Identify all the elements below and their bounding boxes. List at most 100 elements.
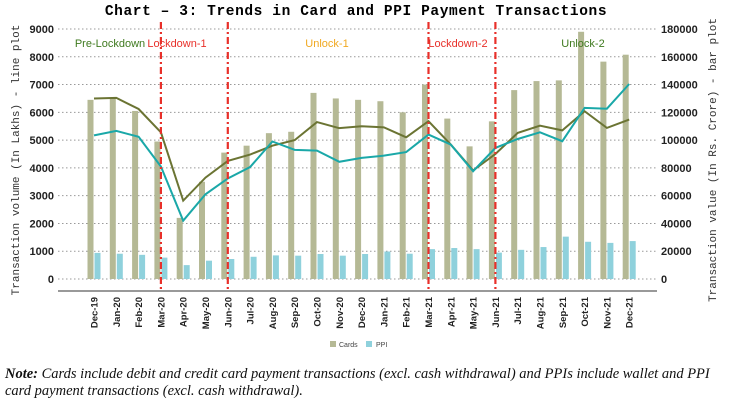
legend-swatch-ppi	[366, 341, 372, 347]
y-axis-right-label: Transaction value (In Rs. Crore) - bar p…	[708, 18, 720, 302]
bar-cards	[511, 90, 518, 279]
bar-ppi	[362, 254, 369, 279]
bar-ppi	[540, 247, 547, 279]
legend-label-cards: Cards	[339, 342, 358, 349]
legend-swatch-cards	[330, 341, 336, 347]
y-tick-left: 0	[48, 274, 54, 286]
y-tick-right: 100000	[661, 135, 698, 147]
bar-ppi	[94, 252, 101, 279]
x-tick-label: Aug-20	[268, 297, 279, 329]
bar-ppi	[384, 251, 391, 279]
note-label: Note:	[5, 366, 39, 382]
bar-cards	[466, 146, 473, 279]
bar-ppi	[473, 249, 480, 279]
x-tick-label: Oct-21	[580, 296, 591, 326]
x-tick-label: Nov-20	[335, 297, 346, 329]
chart: Chart – 3: Trends in Card and PPI Paymen…	[11, 4, 720, 349]
bar-ppi	[228, 259, 235, 279]
bar-ppi	[339, 255, 346, 279]
bar-cards	[154, 141, 161, 279]
x-tick-label: Nov-21	[602, 296, 613, 328]
y-tick-left: 1000	[30, 246, 54, 258]
x-tick-label: Mar-21	[424, 296, 435, 327]
bar-cards	[488, 121, 495, 279]
bar-cards	[399, 112, 406, 279]
bar-cards	[355, 99, 362, 279]
x-tick-label: Aug-21	[536, 296, 547, 329]
y-tick-right: 120000	[661, 107, 698, 119]
y-tick-right: 160000	[661, 52, 698, 64]
bar-cards	[310, 92, 317, 279]
bar-cards	[176, 217, 183, 279]
chart-note: Note: Cards include debit and credit car…	[5, 366, 733, 400]
y-tick-left: 8000	[30, 52, 54, 64]
y-tick-right: 180000	[661, 24, 698, 36]
bar-cards	[600, 61, 607, 280]
x-tick-label: Sep-21	[558, 296, 569, 328]
bar-cards	[265, 133, 272, 279]
bar-ppi	[183, 265, 190, 279]
y-tick-right: 60000	[661, 191, 692, 203]
x-tick-label: Apr-20	[179, 297, 190, 327]
phase-label: Unlock-1	[305, 38, 348, 50]
bar-cards	[332, 98, 339, 279]
bar-ppi	[585, 241, 592, 279]
bar-cards	[109, 98, 116, 279]
y-tick-right: 0	[661, 274, 667, 286]
x-tick-label: Feb-21	[402, 296, 413, 327]
bar-ppi	[495, 252, 502, 279]
y-tick-right: 80000	[661, 163, 692, 175]
phase-label: Pre-Lockdown	[75, 38, 145, 50]
bar-cards	[555, 80, 562, 279]
bar-cards	[444, 118, 451, 279]
phase-label: Lockdown-2	[428, 38, 487, 50]
phase-label: Lockdown-1	[147, 38, 206, 50]
y-tick-left: 2000	[30, 218, 54, 230]
bar-cards	[622, 54, 629, 279]
x-tick-label: Jun-21	[491, 296, 502, 327]
bar-ppi	[295, 255, 302, 279]
bar-cards	[422, 84, 428, 279]
bar-ppi	[406, 253, 413, 279]
y-tick-right: 20000	[661, 246, 692, 258]
x-tick-label: Jul-20	[246, 297, 257, 324]
bar-ppi	[272, 255, 279, 279]
legend-label-ppi: PPI	[376, 342, 387, 349]
x-tick-label: Dec-19	[90, 297, 101, 328]
chart-title: Chart – 3: Trends in Card and PPI Paymen…	[105, 4, 607, 20]
y-tick-left: 4000	[30, 163, 54, 175]
bar-cards	[199, 181, 205, 279]
bar-cards	[288, 131, 295, 279]
phase-label: Unlock-2	[561, 38, 604, 50]
y-tick-left: 3000	[30, 191, 54, 203]
y-tick-left: 5000	[30, 135, 54, 147]
bar-ppi	[607, 242, 614, 279]
x-tick-label: Sep-20	[290, 297, 301, 328]
bar-cards	[132, 110, 139, 279]
x-tick-label: May-21	[469, 296, 480, 329]
line-cards-volume	[93, 96, 630, 203]
line-ppi-volume	[93, 83, 630, 223]
bar-ppi	[562, 236, 569, 279]
bar-ppi	[451, 248, 458, 279]
x-tick-label: Jun-20	[223, 297, 234, 328]
bar-cards	[221, 152, 228, 279]
bar-ppi	[429, 249, 435, 279]
y-tick-left: 7000	[30, 80, 54, 92]
bar-cards	[533, 81, 540, 279]
x-tick-label: Dec-21	[625, 296, 636, 328]
bar-cards	[87, 99, 94, 279]
y-tick-left: 9000	[30, 24, 54, 36]
y-tick-right: 140000	[661, 80, 698, 92]
x-tick-label: Mar-20	[156, 297, 167, 328]
bar-cards	[377, 101, 384, 279]
y-tick-right: 40000	[661, 218, 692, 230]
y-tick-left: 6000	[30, 107, 54, 119]
legend: Cards PPI	[330, 341, 387, 349]
note-text: Cards include debit and credit card paym…	[5, 366, 710, 399]
x-tick-label: Apr-21	[446, 296, 457, 327]
bar-ppi	[206, 260, 212, 279]
x-tick-label: Jan-21	[379, 296, 390, 327]
bar-cards	[578, 31, 585, 280]
y-axis-left-label: Transaction volume (In Lakhs) - line plo…	[11, 25, 23, 296]
